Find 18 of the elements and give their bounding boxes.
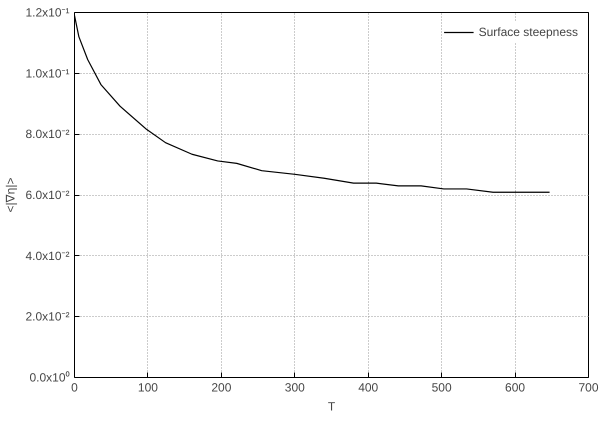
legend-label: Surface steepness xyxy=(478,25,578,39)
x-tick-label: 500 xyxy=(432,380,452,394)
x-tick-label: 400 xyxy=(358,380,379,394)
y-tick-label: 8.0x10⁻² xyxy=(25,127,70,142)
x-tick-label: 100 xyxy=(138,380,158,394)
y-tick-label: 6.0x10⁻² xyxy=(25,188,70,202)
x-axis-title: T xyxy=(328,400,336,414)
x-tick-label: 0 xyxy=(71,380,78,394)
x-tick-label: 200 xyxy=(211,380,232,394)
y-tick-label: 1.0x10⁻¹ xyxy=(25,66,70,80)
y-axis-title: <|∇η|> xyxy=(3,178,18,212)
x-tick-label: 600 xyxy=(505,380,526,394)
y-tick-label: 2.0x10⁻² xyxy=(25,310,70,324)
y-tick-label: 0.0x10⁰ xyxy=(29,370,70,384)
x-tick-label: 300 xyxy=(284,380,306,394)
y-tick-label: 1.2x10⁻¹ xyxy=(25,6,70,20)
x-tick-label: 700 xyxy=(578,380,599,394)
y-tick-label: 4.0x10⁻² xyxy=(25,248,70,263)
